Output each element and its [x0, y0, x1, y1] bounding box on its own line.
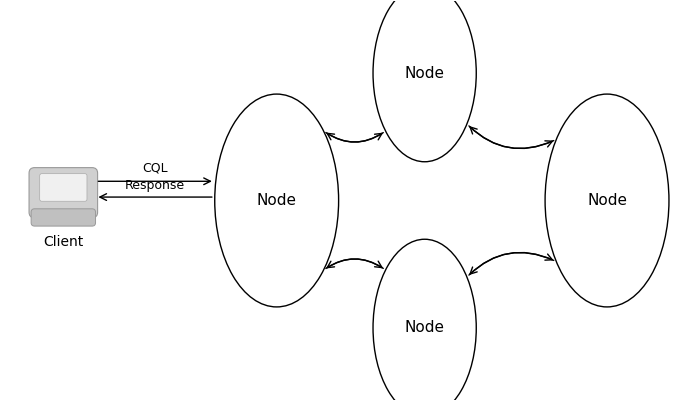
Text: Response: Response	[125, 178, 185, 192]
FancyBboxPatch shape	[39, 174, 87, 201]
Text: Node: Node	[405, 320, 444, 335]
FancyBboxPatch shape	[31, 209, 95, 226]
Text: CQL: CQL	[142, 162, 168, 174]
Text: Node: Node	[256, 193, 296, 208]
Text: Client: Client	[44, 235, 84, 249]
Ellipse shape	[373, 0, 476, 162]
Ellipse shape	[373, 239, 476, 401]
FancyBboxPatch shape	[29, 168, 97, 218]
Text: Node: Node	[587, 193, 627, 208]
Ellipse shape	[215, 94, 339, 307]
Text: Node: Node	[405, 66, 444, 81]
Ellipse shape	[545, 94, 669, 307]
